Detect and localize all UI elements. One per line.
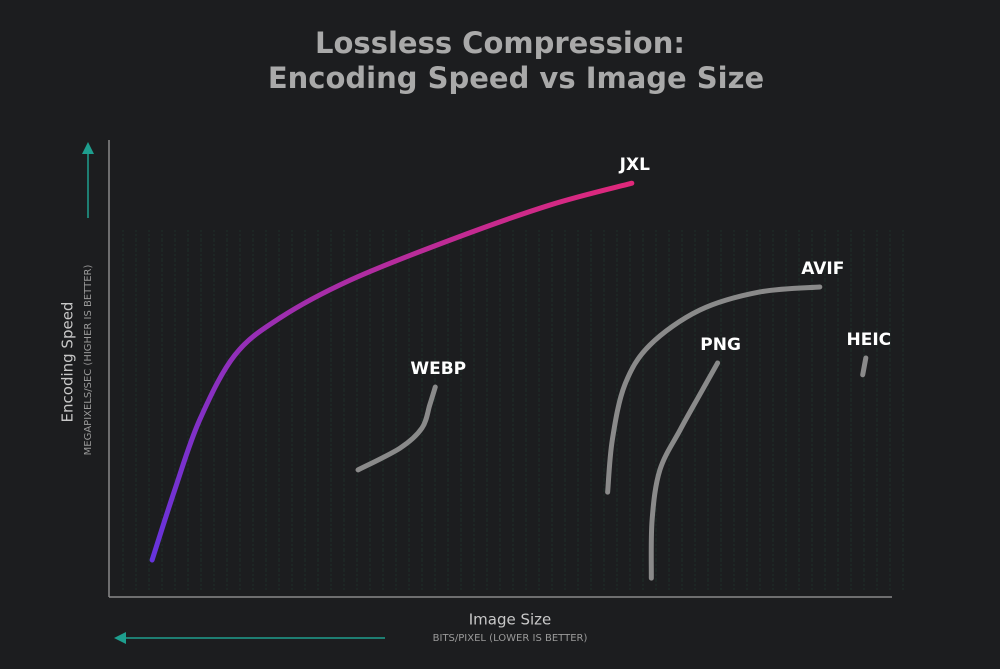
series-label: PNG [700, 335, 741, 355]
x-axis-subtitle: BITS/PIXEL (LOWER IS BETTER) [433, 633, 588, 644]
y-axis-title: Encoding Speed [59, 302, 77, 423]
chart-title: Lossless Compression: [315, 26, 685, 60]
y-axis-subtitle: MEGAPIXELS/SEC (HIGHER IS BETTER) [83, 265, 94, 456]
series-label: WEBP [410, 359, 466, 379]
series-line [605, 284, 823, 495]
series-label: AVIF [801, 259, 844, 279]
series-label: JXL [619, 155, 650, 175]
series-line [648, 360, 721, 581]
series-line [149, 180, 635, 563]
series-line [355, 384, 438, 473]
chart-title: Encoding Speed vs Image Size [268, 61, 764, 95]
series-label: HEIC [846, 330, 891, 350]
background-texture [115, 230, 905, 590]
x-axis-title: Image Size [469, 611, 552, 629]
series-line [860, 355, 869, 378]
